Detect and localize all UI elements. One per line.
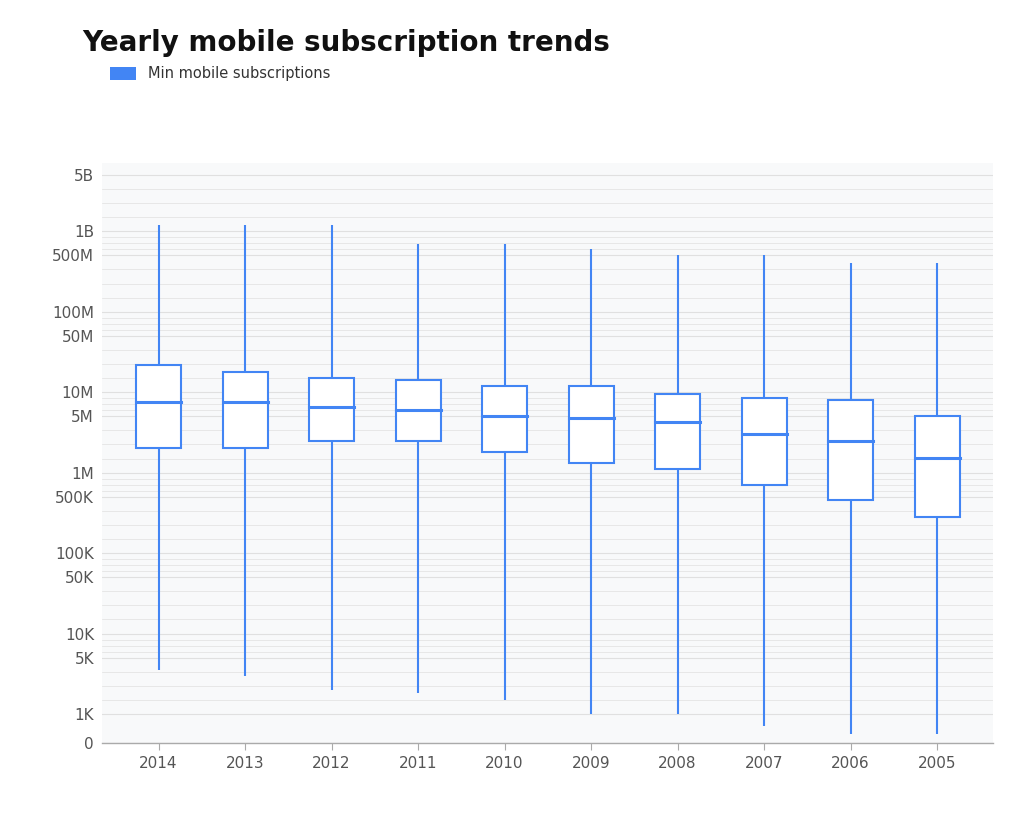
Bar: [222, 371, 267, 448]
Bar: [482, 386, 527, 452]
Bar: [395, 380, 440, 441]
Bar: [568, 386, 613, 463]
Text: Yearly mobile subscription trends: Yearly mobile subscription trends: [82, 29, 610, 56]
Bar: [741, 398, 786, 485]
Legend: Min mobile subscriptions: Min mobile subscriptions: [110, 66, 330, 82]
Bar: [914, 416, 959, 517]
Bar: [309, 378, 354, 441]
Bar: [828, 400, 873, 500]
Bar: [655, 394, 700, 469]
Bar: [136, 365, 181, 448]
